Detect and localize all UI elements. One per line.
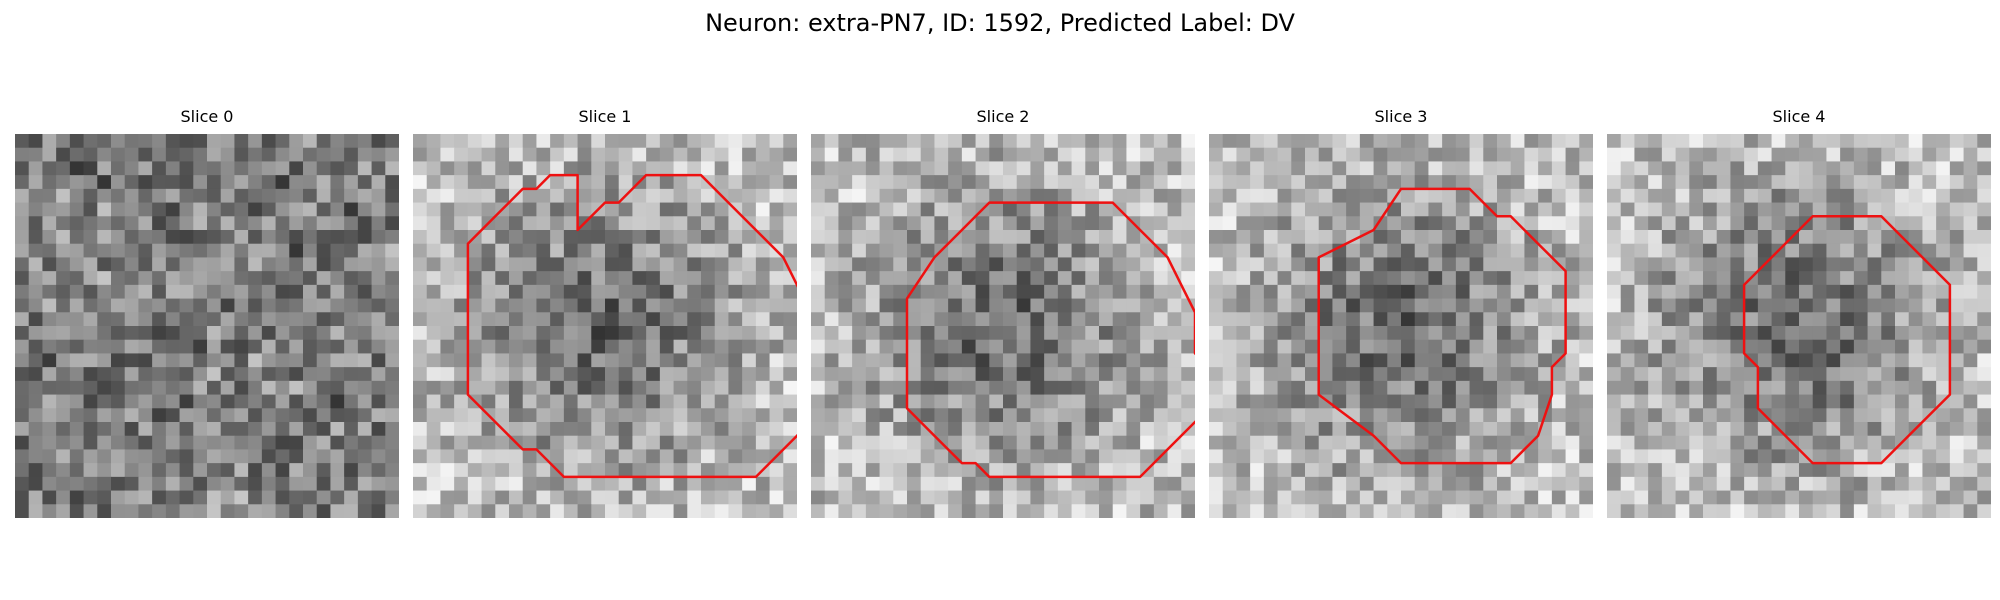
pixel-grid <box>413 134 797 518</box>
slice-image-0 <box>15 134 399 518</box>
neuron-contour <box>905 201 1195 479</box>
slice-image-4 <box>1607 134 1991 518</box>
slice-title: Slice 2 <box>976 107 1030 126</box>
slice-title: Slice 3 <box>1374 107 1428 126</box>
figure-title: Neuron: extra-PN7, ID: 1592, Predicted L… <box>705 9 1295 37</box>
pixel-grid <box>15 134 399 518</box>
slice-image-2 <box>811 134 1195 518</box>
slice-title: Slice 4 <box>1772 107 1826 126</box>
slice-image-3 <box>1209 134 1593 518</box>
neuron-contour <box>466 173 797 479</box>
pixel-grid <box>1209 134 1593 518</box>
neuron-contour <box>1742 215 1952 465</box>
slice-image-1 <box>413 134 797 518</box>
pixel-grid <box>1607 134 1991 518</box>
slice-title: Slice 1 <box>578 107 632 126</box>
pixel-grid <box>811 134 1195 518</box>
slice-title: Slice 0 <box>180 107 234 126</box>
neuron-contour <box>1317 187 1567 465</box>
